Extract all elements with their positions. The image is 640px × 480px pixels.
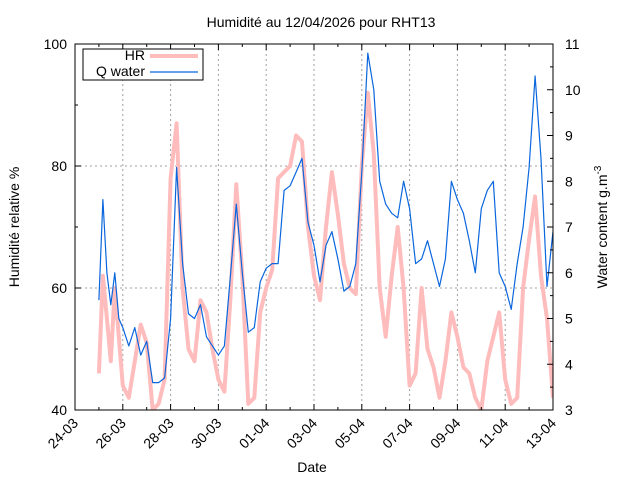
legend: HR Q water (82, 47, 204, 81)
y-tick-label-right: 10 (565, 82, 581, 98)
y-tick-label-left: 100 (44, 36, 68, 52)
y-axis-left: 40 60 80 100 (44, 36, 81, 418)
y-axis-right: 3 4 5 6 7 8 9 10 11 (547, 36, 581, 418)
y-tick-label-right: 4 (565, 356, 573, 372)
y-tick-label-left: 40 (51, 402, 67, 418)
y-tick-label-right: 8 (565, 173, 573, 189)
y-axis-label-right: Water content g.m-3 (593, 165, 610, 288)
y-tick-label-left: 60 (51, 280, 67, 296)
y-tick-label-right: 6 (565, 265, 573, 281)
y-tick-label-right: 11 (565, 36, 580, 52)
y-axis-label-right-exponent: -3 (593, 165, 604, 174)
y-tick-label-right: 3 (565, 402, 573, 418)
x-axis-label: Date (297, 459, 327, 475)
series-layer (96, 52, 553, 410)
chart-title: Humidité au 12/04/2026 pour RHT13 (207, 14, 436, 30)
y-axis-label-right-text: Water content g.m (594, 175, 610, 289)
legend-label-q-water: Q water (96, 63, 145, 79)
y-tick-label-right: 5 (565, 311, 573, 327)
grid (75, 44, 553, 410)
y-axis-label-left: Humidité relative % (6, 167, 22, 288)
series-line-hr (96, 90, 553, 410)
series-line-q-water (98, 52, 553, 384)
y-tick-label-right: 9 (565, 128, 573, 144)
legend-label-hr: HR (125, 47, 145, 63)
y-tick-label-left: 80 (51, 158, 67, 174)
y-tick-label-right: 7 (565, 219, 573, 235)
